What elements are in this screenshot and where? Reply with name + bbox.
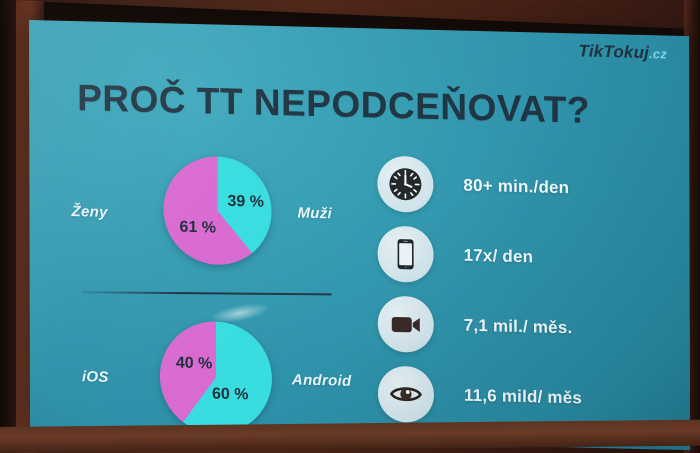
stat-text-opens: 17x/ den [463,245,534,267]
pie-platform [159,320,273,435]
eye-icon-badge [377,365,435,423]
slide-title: PROČ TT NEPODCEŇOVAT? [77,77,591,131]
logo-brand-text: TikTokuj [578,41,650,63]
stat-row-views: 11,6 mild/ měs [377,359,678,436]
stats-list: 80+ min./den 17x/ den [377,149,678,436]
tiktokuj-logo: TikTokuj.cz [579,41,668,63]
phone-icon-badge [377,225,434,283]
video-icon [391,316,420,333]
phone-icon [397,239,414,270]
stat-text-time: 80+ min./den [463,175,570,198]
pie-platform-left-label: iOS [81,368,109,386]
video-icon-badge [377,295,434,353]
stat-row-time: 80+ min./den [377,149,677,226]
presentation-slide: TikTokuj.cz PROČ TT NEPODCEŇOVAT? Ženy M… [29,20,691,451]
wall-left-edge [0,0,16,453]
chart-gender: Ženy Muži 61 % 39 % [59,151,379,327]
section-divider [81,291,332,296]
pie-platform-value-1: 60 % [211,385,249,404]
logo-tld-text: .cz [649,46,668,62]
clock-icon [389,168,422,201]
stat-row-opens: 17x/ den [377,219,677,296]
pie-gender-right-label: Muži [297,204,333,223]
stat-row-videos: 7,1 mil./ měs. [377,289,678,366]
pie-gender-value-1: 39 % [227,192,264,211]
eye-icon [389,387,422,402]
stat-text-views: 11,6 mild/ měs [463,385,583,408]
pie-gender-left-label: Ženy [71,203,108,221]
clock-icon-badge [377,155,434,213]
pie-gender-value-0: 61 % [179,218,217,237]
pie-platform-right-label: Android [291,371,352,390]
projection-screen: TikTokuj.cz PROČ TT NEPODCEŇOVAT? Ženy M… [29,20,691,451]
pie-platform-value-0: 40 % [175,354,213,373]
stat-text-videos: 7,1 mil./ měs. [463,315,573,338]
